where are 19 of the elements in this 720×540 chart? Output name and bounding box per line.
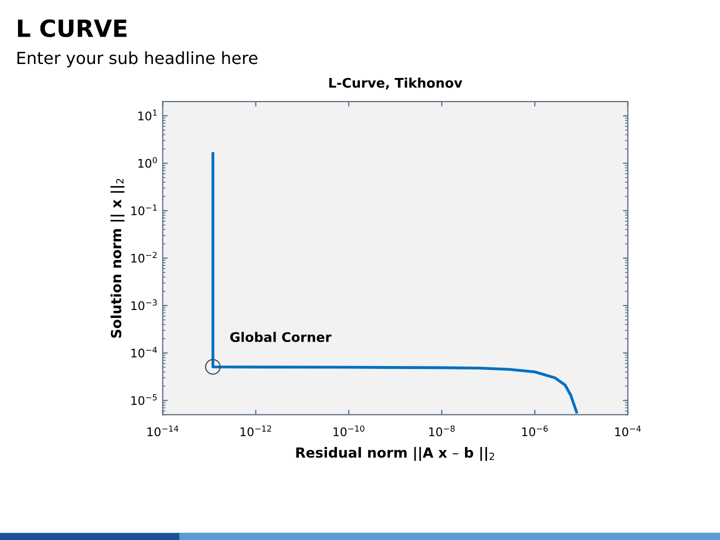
x-axis-title: Residual norm ||A x – b ||$_{2}$ (296, 446, 494, 461)
chart-subtitle: Enter your sub headline here (17, 51, 258, 68)
x-tick-label: 10$^{−4}$ (615, 426, 641, 436)
text: L-Curve, Tikhonov (329, 78, 462, 90)
x-tick-label: 10$^{−10}$ (334, 425, 364, 436)
y-tick-label: 10$^{1}$ (138, 110, 157, 120)
x-tick-label: 10$^{−8}$ (429, 425, 455, 436)
series-label: Global Corner (230, 332, 332, 342)
x-tick-label: 10$^{−12}$ (240, 425, 272, 436)
y-tick-label: 10$^{−5}$ (131, 394, 157, 406)
x-tick-label: 10$^{−6}$ (522, 425, 548, 436)
y-tick-label: 10$^{0}$ (138, 156, 157, 168)
x-tick-label: 10$^{−14}$ (148, 426, 178, 436)
y-tick-label: 10$^{−1}$ (131, 204, 157, 216)
y-tick-label: 10$^{−3}$ (131, 299, 157, 310)
y-axis-title: Solution norm || x ||$_{2}$ (110, 178, 124, 338)
chart-title: L CURVE (18, 19, 126, 38)
y-tick-label: 10$^{−4}$ (131, 346, 157, 358)
y-tick-label: 10$^{−2}$ (131, 252, 157, 263)
